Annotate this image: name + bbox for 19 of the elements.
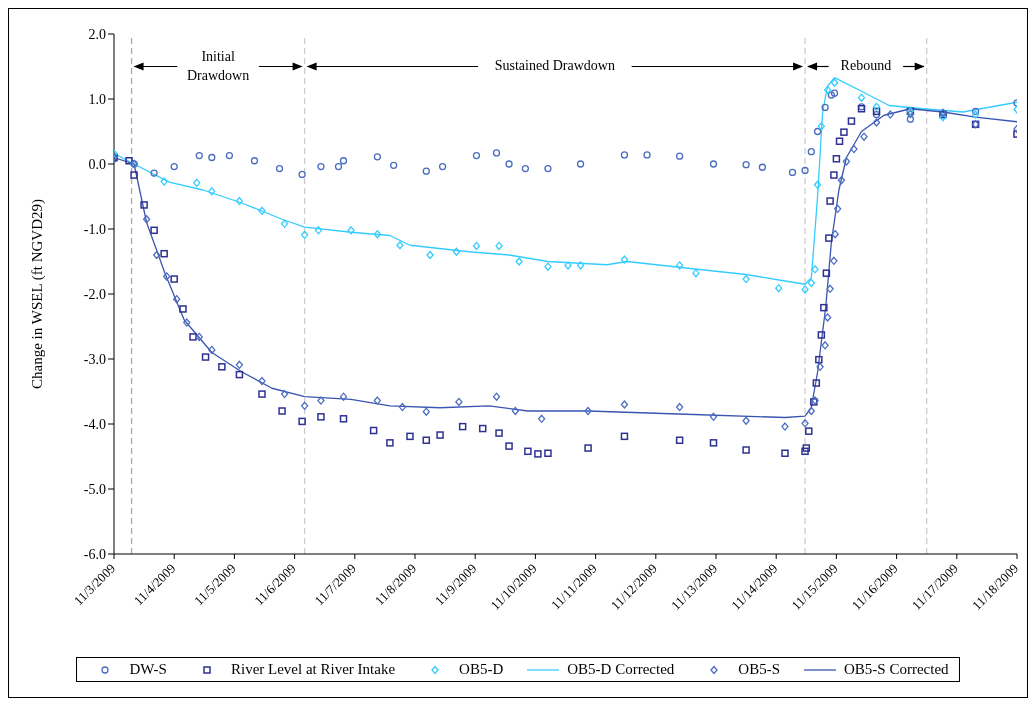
- annotation: Rebound: [840, 57, 892, 73]
- y-tick-label: -1.0: [83, 221, 106, 237]
- legend-label: OB5-S Corrected: [843, 661, 949, 678]
- y-tick-label: 2.0: [88, 26, 106, 42]
- legend-label: OB5-D: [459, 661, 504, 678]
- y-tick-label: -2.0: [83, 286, 106, 302]
- legend-label: River Level at River Intake: [230, 661, 396, 678]
- y-tick-label: -4.0: [83, 416, 106, 432]
- y-tick-label: -6.0: [83, 546, 106, 562]
- y-tick-label: -3.0: [83, 351, 106, 367]
- y-tick-label: 0.0: [88, 156, 106, 172]
- y-tick-label: -5.0: [83, 481, 106, 497]
- legend-label: OB5-S: [738, 661, 780, 678]
- annotation: Sustained Drawdown: [494, 57, 615, 73]
- y-axis-title: Change in WSEL (ft NGVD29): [29, 199, 47, 389]
- legend-label: DW-S: [129, 661, 167, 678]
- legend-label: OB5-D Corrected: [567, 661, 675, 678]
- y-tick-label: 1.0: [88, 91, 106, 107]
- annotation: Initial Drawdown: [186, 48, 250, 83]
